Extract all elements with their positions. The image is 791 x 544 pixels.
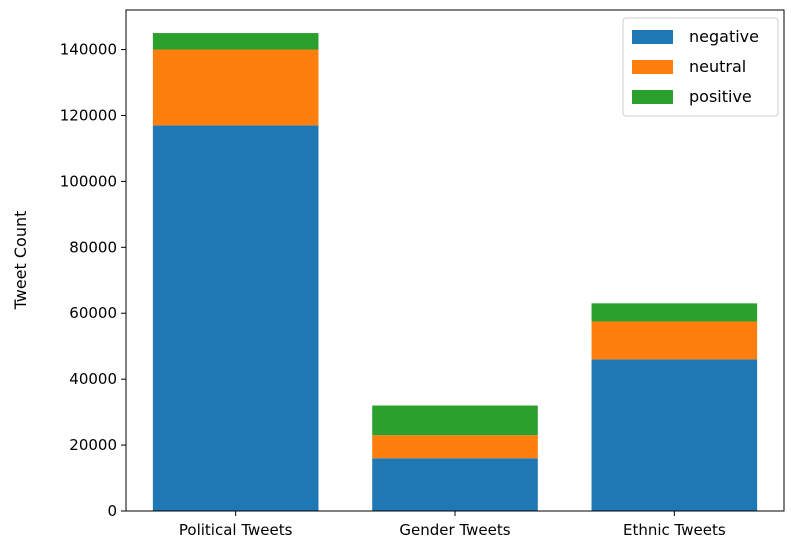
bar-positive-2 xyxy=(591,303,758,322)
bar-positive-0 xyxy=(152,33,319,50)
y-tick-label: 120000 xyxy=(60,106,117,124)
bar-negative-1 xyxy=(372,458,538,511)
legend-swatch-negative xyxy=(632,30,673,44)
y-tick-label: 0 xyxy=(107,502,117,520)
plot-frame xyxy=(125,9,785,512)
bar-positive-1 xyxy=(372,405,538,436)
legend-label-neutral: neutral xyxy=(689,57,746,76)
y-tick-label: 60000 xyxy=(69,304,117,322)
y-axis-label: Tweet Count xyxy=(11,211,30,311)
y-tick-label: 20000 xyxy=(69,436,117,454)
y-tick-label: 80000 xyxy=(69,238,117,256)
x-axis-ticks: Political Tweets Gender Tweets Ethnic Twee… xyxy=(179,511,726,539)
y-tick-label: 100000 xyxy=(60,172,117,190)
x-tick-label: Political Tweets xyxy=(179,521,293,539)
y-tick-label: 40000 xyxy=(69,370,117,388)
bars-layer xyxy=(152,33,758,512)
y-axis-ticks: 0 20000 40000 60000 80000 100000 120000 140000 xyxy=(60,41,126,520)
legend-label-positive: positive xyxy=(689,87,752,106)
bar-negative-2 xyxy=(591,359,758,511)
bar-neutral-2 xyxy=(591,321,758,360)
legend-label-negative: negative xyxy=(689,27,759,46)
legend: negative neutral positive xyxy=(622,17,779,117)
legend-swatch-positive xyxy=(632,90,673,104)
y-tick-label: 140000 xyxy=(60,41,117,59)
bar-negative-0 xyxy=(152,125,319,512)
x-tick-label: Gender Tweets xyxy=(399,521,510,539)
legend-swatch-neutral xyxy=(632,60,673,74)
bar-neutral-0 xyxy=(152,49,319,126)
bar-neutral-1 xyxy=(372,435,538,459)
x-tick-label: Ethnic Tweets xyxy=(623,521,726,539)
